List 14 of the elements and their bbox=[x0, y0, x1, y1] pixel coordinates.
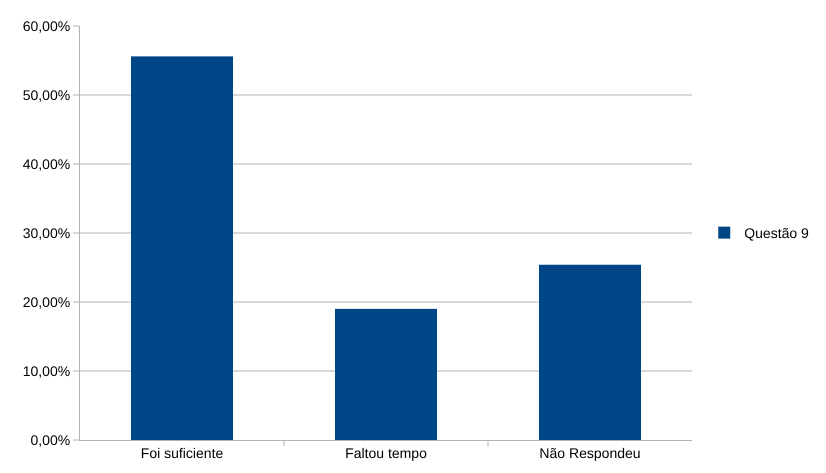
y-tick-label: 0,00% bbox=[30, 432, 70, 448]
bar bbox=[131, 56, 233, 440]
x-tick-label: Não Respondeu bbox=[539, 444, 641, 461]
bar bbox=[335, 308, 437, 440]
legend-label: Questão 9 bbox=[744, 225, 810, 242]
x-tick-label: Foi suficiente bbox=[140, 444, 224, 461]
bar bbox=[539, 264, 641, 440]
y-tick-label: 10,00% bbox=[22, 362, 70, 379]
y-tick-label: 30,00% bbox=[22, 224, 70, 241]
y-tick-label: 40,00% bbox=[22, 156, 70, 172]
y-tick-label: 60,00% bbox=[22, 18, 70, 34]
x-tick-label: Faltou tempo bbox=[345, 444, 428, 461]
y-tick-label: 20,00% bbox=[22, 294, 70, 310]
y-tick-label: 50,00% bbox=[22, 86, 70, 103]
